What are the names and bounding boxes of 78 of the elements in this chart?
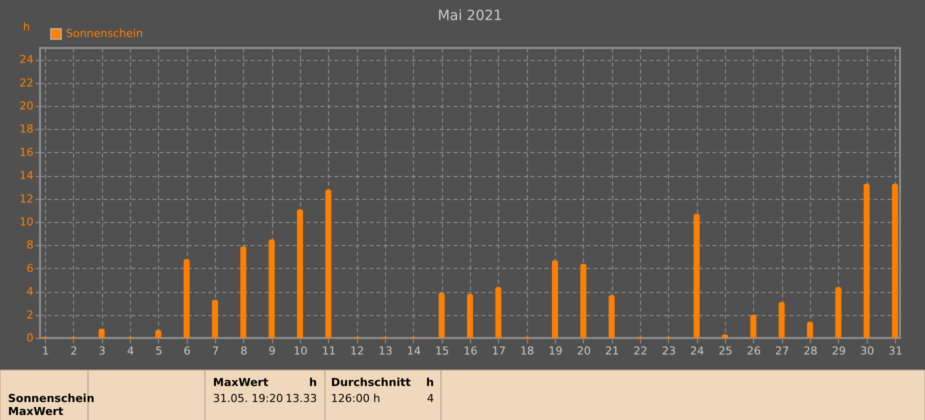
x-tick-label: 3 bbox=[98, 344, 106, 358]
x-tick-label: 12 bbox=[350, 344, 364, 358]
bar bbox=[467, 294, 473, 338]
bar bbox=[778, 302, 785, 338]
x-tick-label: 9 bbox=[268, 344, 276, 358]
x-tick-label: 27 bbox=[775, 344, 790, 358]
x-tick-label: 4 bbox=[127, 344, 134, 358]
bar bbox=[608, 295, 615, 338]
x-tick-label: 13 bbox=[378, 344, 392, 358]
x-tick-label: 28 bbox=[804, 344, 818, 358]
x-tick-label: 5 bbox=[155, 344, 162, 358]
bar bbox=[438, 292, 445, 338]
bar bbox=[325, 190, 332, 338]
y-tick-label: 24 bbox=[20, 53, 34, 66]
x-tick-label: 15 bbox=[435, 344, 450, 358]
x-tick-label: 21 bbox=[605, 344, 620, 358]
x-tick-label: 19 bbox=[548, 344, 562, 358]
x-tick-label: 10 bbox=[294, 344, 308, 358]
bar bbox=[212, 300, 218, 338]
y-tick-label: 8 bbox=[26, 238, 34, 252]
y-tick-label: 12 bbox=[20, 192, 34, 206]
y-tick-label: 14 bbox=[20, 169, 34, 182]
text: h bbox=[426, 376, 434, 389]
x-tick-label: 22 bbox=[634, 344, 648, 358]
bar bbox=[552, 260, 558, 338]
x-tick-label: 6 bbox=[184, 344, 191, 358]
y-tick-label: 6 bbox=[26, 262, 34, 275]
text: MaxWert bbox=[213, 376, 268, 389]
bar bbox=[864, 184, 870, 338]
bar bbox=[694, 214, 700, 338]
x-tick-label: 16 bbox=[464, 344, 478, 358]
bar bbox=[750, 314, 756, 338]
x-tick-label: 18 bbox=[520, 344, 534, 358]
bar bbox=[835, 286, 842, 338]
text: Sonnenschein bbox=[8, 392, 94, 405]
x-tick-label: 25 bbox=[718, 344, 732, 358]
x-tick-label: 24 bbox=[690, 344, 704, 358]
y-tick-label: 4 bbox=[26, 285, 34, 298]
x-tick-label: 1 bbox=[42, 344, 49, 358]
y-axis-title: h bbox=[23, 20, 30, 34]
bar bbox=[495, 286, 502, 338]
x-tick-label: 2 bbox=[70, 344, 78, 358]
bar bbox=[240, 246, 246, 338]
y-tick-label: 20 bbox=[20, 100, 34, 112]
x-tick-label: 31 bbox=[888, 344, 902, 358]
x-tick-label: 30 bbox=[860, 344, 874, 358]
chart-title: Mai 2021 bbox=[438, 8, 502, 24]
y-tick-label: 2 bbox=[26, 308, 34, 322]
bar bbox=[807, 322, 813, 338]
bar bbox=[98, 328, 105, 338]
text: 4 bbox=[427, 392, 434, 405]
text: Durchschnitt bbox=[331, 376, 411, 389]
legend-label: Sonnenschein bbox=[66, 27, 143, 40]
bar bbox=[184, 259, 190, 338]
text: 126:00 h bbox=[331, 392, 380, 405]
y-tick-label: 10 bbox=[20, 216, 34, 228]
x-tick-label: 26 bbox=[746, 344, 761, 358]
bar bbox=[297, 209, 303, 338]
bar bbox=[155, 330, 162, 338]
bar bbox=[892, 184, 898, 338]
x-tick-label: 23 bbox=[662, 344, 676, 358]
x-tick-label: 11 bbox=[322, 344, 336, 358]
text: 13.33 bbox=[286, 392, 317, 405]
x-tick-label: 29 bbox=[832, 344, 846, 358]
bar bbox=[580, 264, 586, 338]
text: MaxWert bbox=[8, 405, 64, 418]
x-tick-label: 14 bbox=[406, 344, 421, 358]
x-tick-label: 20 bbox=[576, 344, 591, 358]
x-tick-label: 17 bbox=[492, 344, 506, 358]
bar bbox=[268, 239, 275, 338]
text: 31.05. 19:20 bbox=[213, 392, 284, 405]
x-tick-label: 7 bbox=[212, 344, 219, 358]
y-tick-label: 0 bbox=[26, 332, 34, 344]
y-tick-label: 18 bbox=[20, 122, 34, 136]
text: h bbox=[309, 376, 317, 389]
y-tick-label: 22 bbox=[20, 76, 34, 90]
x-tick-label: 8 bbox=[240, 344, 248, 358]
y-tick-label: 16 bbox=[20, 146, 34, 159]
